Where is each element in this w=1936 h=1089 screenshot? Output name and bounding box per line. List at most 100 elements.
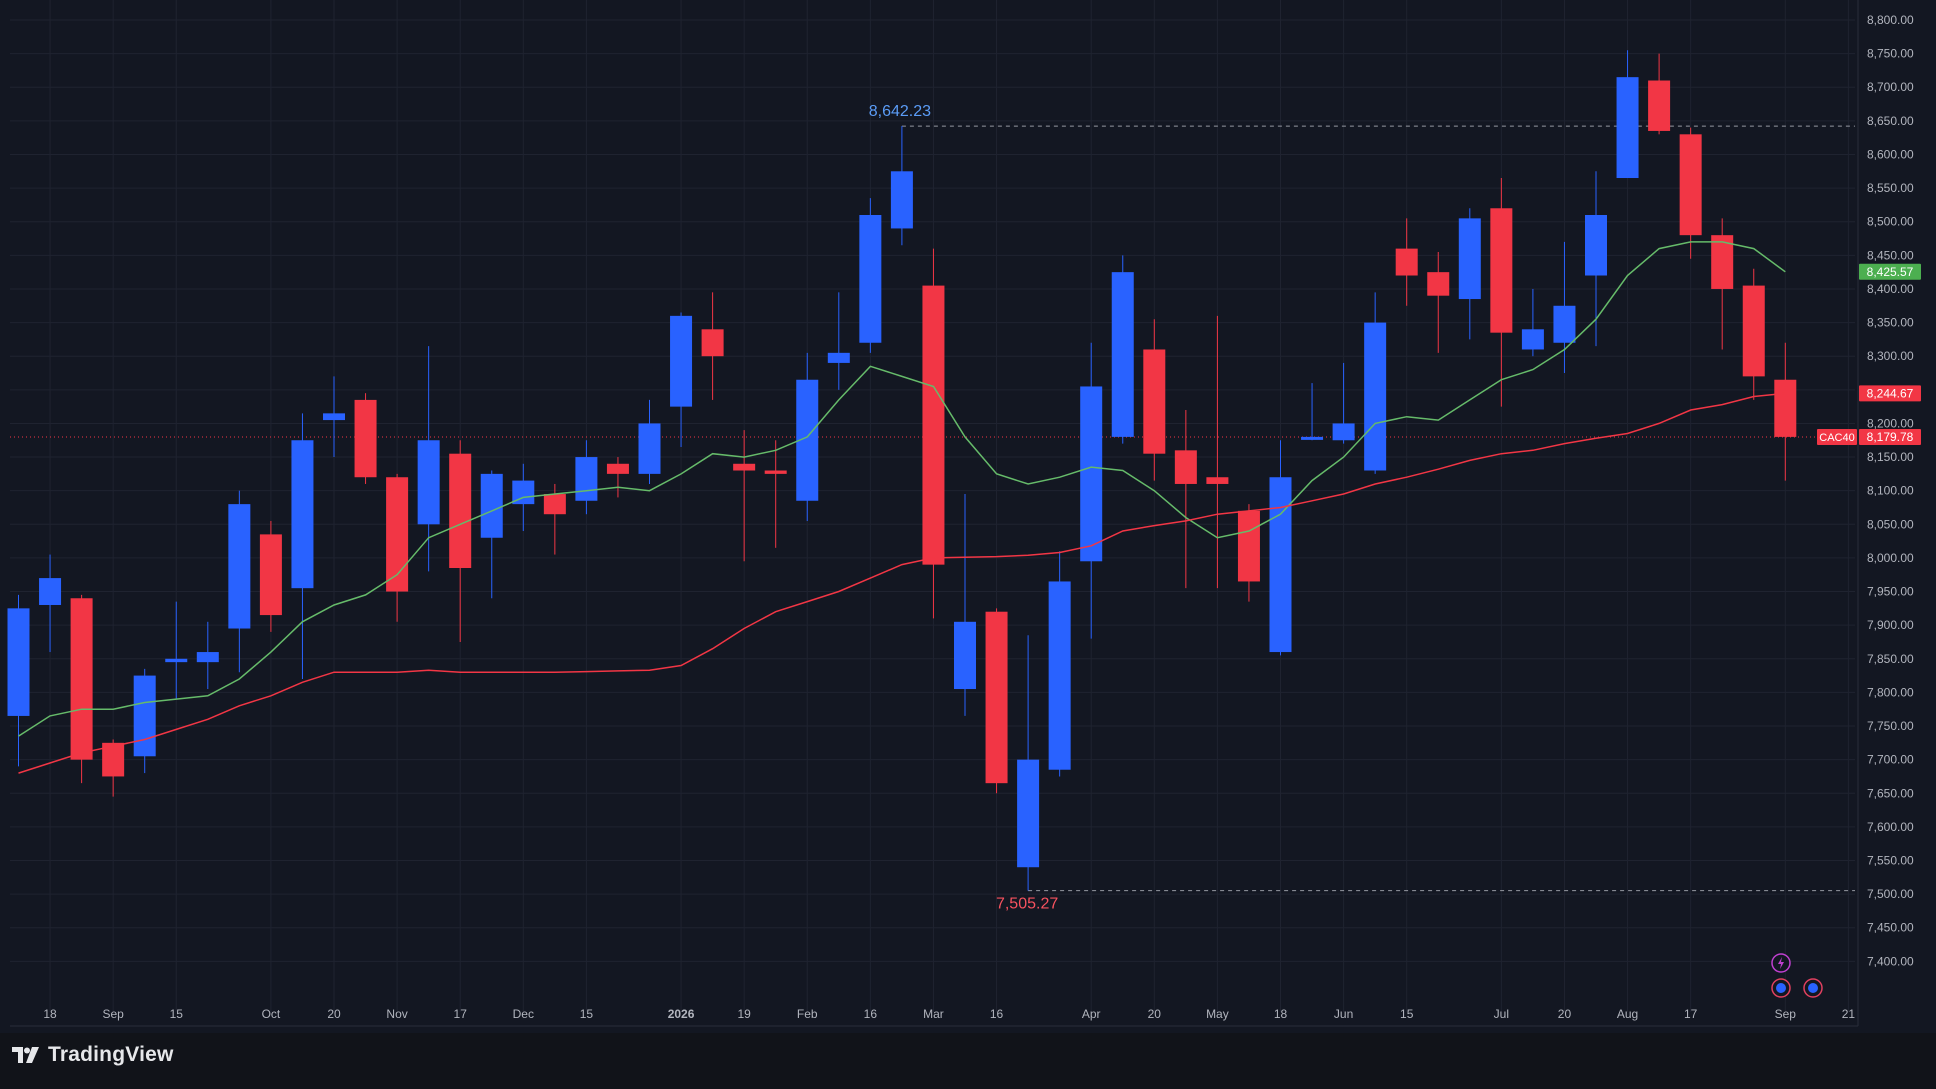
x-tick-label: 2026 (668, 1007, 695, 1021)
symbol-tag: CAC40 (1817, 429, 1857, 446)
candle-body (133, 675, 156, 757)
candle-body (1648, 80, 1671, 131)
candle (1648, 53, 1671, 135)
candle-body (575, 457, 598, 501)
candle (1742, 268, 1765, 400)
candle (954, 494, 976, 716)
x-tick-label: Aug (1617, 1007, 1638, 1021)
candle (543, 483, 566, 555)
x-tick-label: 18 (1274, 1007, 1288, 1021)
candle (1679, 127, 1702, 259)
y-tick-label: 8,000.00 (1867, 551, 1914, 565)
x-tick-label: Sep (102, 1007, 124, 1021)
candle (764, 440, 787, 548)
event-icon[interactable] (1803, 978, 1823, 998)
x-tick-label: Mar (923, 1007, 944, 1021)
candle-body (1080, 386, 1103, 562)
candles (7, 50, 1797, 891)
y-tick-label: 8,100.00 (1867, 484, 1914, 498)
candle (70, 594, 93, 784)
x-tick-label: 15 (580, 1007, 594, 1021)
low-price-label: 7,505.27 (996, 896, 1058, 913)
annotations: 8,642.23 7,505.27 (869, 103, 1059, 912)
x-tick-label: Jul (1494, 1007, 1509, 1021)
news-icon[interactable] (1771, 978, 1791, 998)
candle (890, 126, 913, 246)
y-tick-label: 7,900.00 (1867, 618, 1914, 632)
candle-body (39, 578, 62, 605)
candle (1269, 440, 1292, 656)
candle (196, 621, 219, 690)
alert-icon-glyph (1778, 957, 1784, 969)
candle-body (954, 621, 976, 690)
candle-body (1553, 305, 1576, 343)
candle-body (1143, 349, 1166, 454)
y-tick-label: 8,800.00 (1867, 13, 1914, 27)
candle (922, 248, 945, 619)
last-price-badge-bg (1859, 429, 1921, 446)
x-tick-label: Dec (513, 1007, 534, 1021)
candle-body (1017, 759, 1040, 868)
candle-body (1269, 477, 1292, 653)
candle (1174, 409, 1197, 589)
candle-body (1458, 218, 1481, 300)
candle-body (480, 473, 503, 538)
x-tick-label: 15 (1400, 1007, 1414, 1021)
candle-body (1585, 214, 1607, 276)
x-tick-label: 21 (1842, 1007, 1856, 1021)
candle (1111, 255, 1134, 444)
candle (985, 608, 1008, 794)
candle (1017, 635, 1040, 891)
candle-body (638, 423, 661, 474)
moving-averages (18, 241, 1786, 774)
candle-body (733, 463, 756, 471)
symbol-tag-text: CAC40 (1819, 432, 1854, 444)
brand[interactable]: TradingView (12, 1043, 174, 1067)
y-tick-label: 8,650.00 (1867, 114, 1914, 128)
chart-icons[interactable] (1771, 953, 1823, 998)
candle-body (165, 658, 188, 663)
candle (1332, 362, 1355, 444)
ma-fast-badge-text: 8,425.57 (1867, 265, 1914, 279)
candle (606, 457, 629, 498)
candle (701, 292, 724, 400)
price-badges: 8,425.57 8,244.67 8,179.78 CAC40 (1817, 263, 1921, 446)
candle (165, 601, 188, 700)
y-tick-label: 8,300.00 (1867, 349, 1914, 363)
candle-body (1490, 208, 1513, 333)
x-tick-label: 18 (43, 1007, 57, 1021)
candle (1458, 208, 1481, 340)
y-tick-label: 8,450.00 (1867, 248, 1914, 262)
candle (827, 292, 850, 390)
candle-body (196, 652, 219, 663)
candle-body (827, 352, 850, 363)
candle (638, 399, 661, 484)
x-tick-label: Jun (1334, 1007, 1353, 1021)
candle-body (1774, 379, 1797, 437)
x-tick-label: Nov (386, 1007, 407, 1021)
candle (480, 470, 503, 599)
candle-body (670, 315, 693, 407)
candle-body (1364, 322, 1387, 471)
candle-body (1301, 436, 1324, 440)
ma-fast-line (18, 241, 1786, 737)
candle (1616, 50, 1639, 179)
ma-slow-line (18, 392, 1786, 774)
x-tick-label: 19 (737, 1007, 751, 1021)
y-tick-label: 7,950.00 (1867, 585, 1914, 599)
candle-body (7, 608, 30, 716)
y-tick-label: 7,600.00 (1867, 820, 1914, 834)
ma-slow-badge-bg (1859, 385, 1921, 402)
y-tick-label: 7,450.00 (1867, 921, 1914, 935)
candle (1521, 288, 1544, 357)
y-tick-label: 8,050.00 (1867, 517, 1914, 531)
candle (1395, 218, 1418, 306)
candle-body (1742, 285, 1765, 377)
alert-icon[interactable] (1771, 953, 1791, 973)
candle (417, 346, 440, 572)
y-tick-label: 7,800.00 (1867, 685, 1914, 699)
candlestick-chart[interactable]: 8,642.23 7,505.27 8,800.00 8,750.00 8,700.0… (0, 0, 1936, 1033)
candle (1206, 315, 1229, 589)
x-tick-label: Sep (1775, 1007, 1797, 1021)
